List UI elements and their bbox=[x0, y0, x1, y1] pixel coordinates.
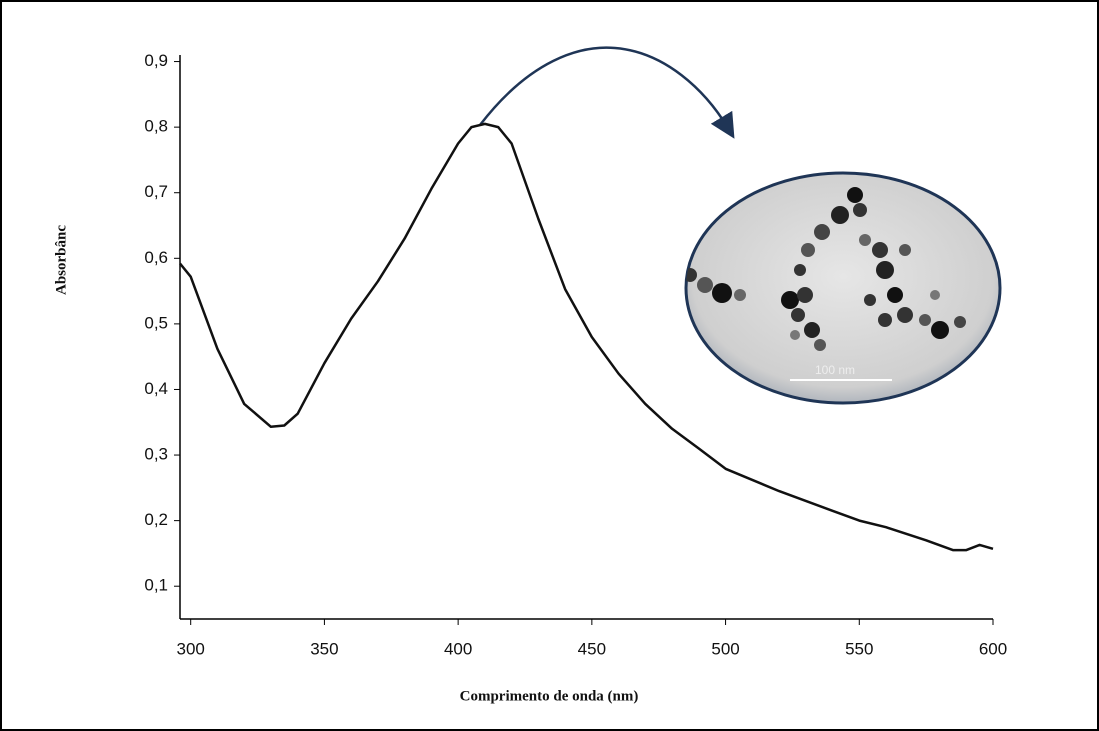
tem-image: 100 nm bbox=[684, 171, 1002, 405]
spectrum-line bbox=[179, 122, 994, 552]
y-axis-label: Absorbânc bbox=[53, 225, 69, 295]
y-tick-label: 0,5 bbox=[144, 313, 168, 332]
y-tick-label: 0,7 bbox=[144, 182, 168, 201]
scale-label: 100 nm bbox=[815, 363, 855, 377]
y-tick-label: 0,9 bbox=[144, 51, 168, 70]
y-tick-label: 0,1 bbox=[144, 576, 168, 595]
y-tick-label: 0,4 bbox=[144, 379, 168, 398]
x-axis-label: Comprimento de onda (nm) bbox=[460, 688, 639, 704]
y-tick-label: 0,6 bbox=[144, 248, 168, 267]
arrow bbox=[479, 46, 735, 139]
x-tick-label: 500 bbox=[711, 639, 739, 658]
x-tick-label: 550 bbox=[845, 639, 873, 658]
x-tick-label: 400 bbox=[444, 639, 472, 658]
x-tick-label: 300 bbox=[177, 639, 205, 658]
y-tick-label: 0,8 bbox=[144, 117, 168, 136]
y-tick-label: 0,3 bbox=[144, 445, 168, 464]
y-tick-label: 0,2 bbox=[144, 510, 168, 529]
x-tick-label: 600 bbox=[979, 639, 1007, 658]
x-tick-label: 350 bbox=[310, 639, 338, 658]
x-tick-label: 450 bbox=[578, 639, 606, 658]
